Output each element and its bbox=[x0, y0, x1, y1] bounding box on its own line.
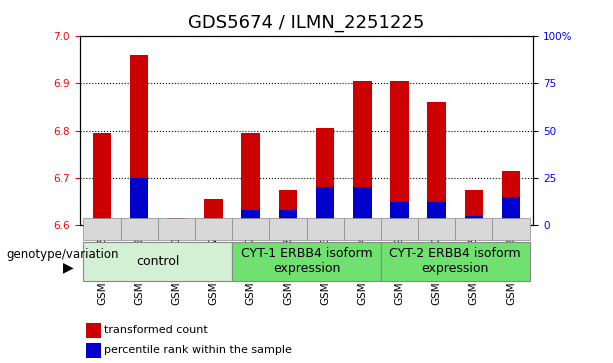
Bar bbox=[93, 221, 112, 225]
FancyBboxPatch shape bbox=[344, 218, 381, 240]
Bar bbox=[316, 128, 334, 225]
Bar bbox=[353, 187, 371, 225]
Bar bbox=[167, 218, 186, 225]
FancyBboxPatch shape bbox=[121, 218, 158, 240]
Bar bbox=[390, 81, 409, 225]
Text: control: control bbox=[136, 255, 180, 268]
Text: percentile rank within the sample: percentile rank within the sample bbox=[104, 345, 292, 355]
Bar bbox=[316, 187, 334, 225]
Text: genotype/variation: genotype/variation bbox=[6, 248, 119, 261]
Bar bbox=[465, 216, 483, 225]
Bar bbox=[427, 203, 446, 225]
Bar bbox=[204, 199, 223, 225]
Text: ▶: ▶ bbox=[63, 260, 74, 274]
FancyBboxPatch shape bbox=[306, 218, 344, 240]
FancyBboxPatch shape bbox=[83, 218, 121, 240]
Bar bbox=[204, 219, 223, 225]
FancyBboxPatch shape bbox=[455, 218, 492, 240]
FancyBboxPatch shape bbox=[492, 218, 530, 240]
FancyBboxPatch shape bbox=[418, 218, 455, 240]
Text: CYT-2 ERBB4 isoform
expression: CYT-2 ERBB4 isoform expression bbox=[389, 247, 521, 276]
Bar bbox=[167, 221, 186, 225]
FancyBboxPatch shape bbox=[381, 218, 418, 240]
Text: transformed count: transformed count bbox=[104, 325, 208, 335]
FancyBboxPatch shape bbox=[232, 218, 269, 240]
FancyBboxPatch shape bbox=[269, 218, 306, 240]
Title: GDS5674 / ILMN_2251225: GDS5674 / ILMN_2251225 bbox=[188, 14, 425, 32]
Bar bbox=[242, 210, 260, 225]
Bar bbox=[353, 81, 371, 225]
Bar bbox=[501, 171, 520, 225]
Bar bbox=[427, 102, 446, 225]
FancyBboxPatch shape bbox=[232, 242, 381, 281]
Text: CYT-1 ERBB4 isoform
expression: CYT-1 ERBB4 isoform expression bbox=[241, 247, 372, 276]
Bar bbox=[501, 197, 520, 225]
Bar bbox=[279, 210, 297, 225]
Bar bbox=[465, 189, 483, 225]
Bar bbox=[93, 133, 112, 225]
Bar bbox=[390, 203, 409, 225]
Bar bbox=[130, 55, 148, 225]
Bar bbox=[279, 189, 297, 225]
FancyBboxPatch shape bbox=[83, 242, 232, 281]
FancyBboxPatch shape bbox=[158, 218, 195, 240]
FancyBboxPatch shape bbox=[195, 218, 232, 240]
FancyBboxPatch shape bbox=[381, 242, 530, 281]
Bar bbox=[242, 133, 260, 225]
Bar bbox=[130, 178, 148, 225]
